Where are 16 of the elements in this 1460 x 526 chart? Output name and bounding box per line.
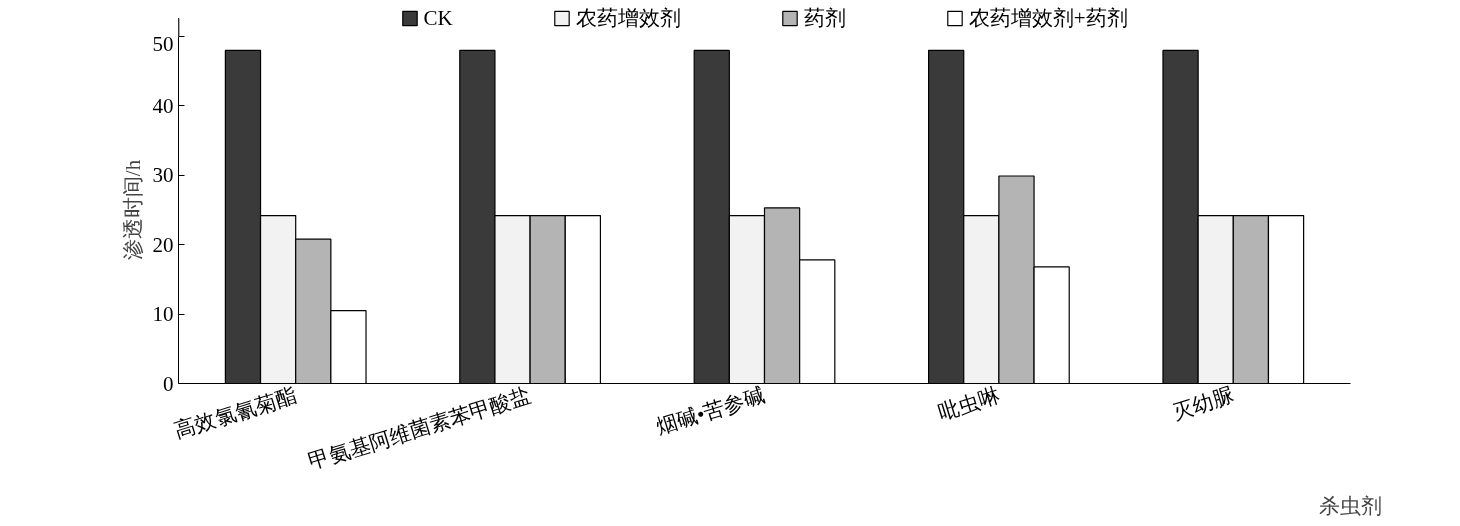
x-tick-label: 吡虫啉 (935, 383, 1003, 425)
legend-label: 农药增效剂+药剂 (968, 5, 1128, 32)
legend-label: 药剂 (803, 5, 846, 32)
y-tick-label: 50 (152, 31, 174, 56)
y-tick-label: 10 (152, 302, 174, 327)
x-tick-label: 烟碱•苦参碱 (653, 383, 769, 440)
x-axis-title: 杀虫剂 (1319, 493, 1382, 518)
legend-label: 农药增效剂 (575, 5, 681, 32)
y-tick-label: 0 (163, 371, 174, 396)
x-tick-label: 灭幼脲 (1169, 383, 1237, 425)
y-tick-label: 30 (152, 163, 174, 188)
y-tick-label: 20 (152, 232, 174, 257)
x-tick-label: 甲氨基阿维菌素苯甲酸盐 (305, 383, 534, 475)
y-axis-title: 渗透时间/h (120, 159, 145, 261)
legend-label: CK (423, 5, 453, 31)
y-tick-label: 40 (152, 93, 174, 118)
